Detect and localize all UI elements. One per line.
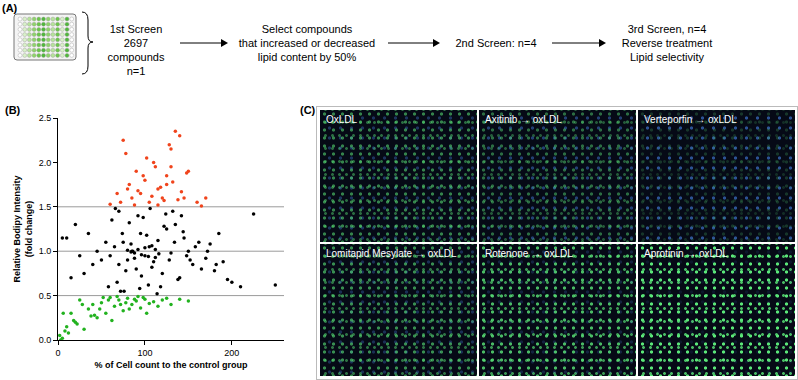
html-text:Select compounds: Select compounds: [261, 23, 353, 35]
html-text:Axitinib → oxLDL: Axitinib → oxLDL: [485, 114, 562, 125]
svg-text:0.0: 0.0: [39, 335, 52, 345]
svg-text:1.5: 1.5: [39, 202, 52, 212]
svg-text:1.0: 1.0: [39, 246, 52, 256]
html-text:that increased or decreased: that increased or decreased: [238, 37, 376, 49]
html-text:(C): (C): [300, 104, 316, 116]
svg-text:2.0: 2.0: [39, 158, 52, 168]
svg-text:200: 200: [224, 348, 239, 358]
svg-text:0.5: 0.5: [39, 291, 52, 301]
svg-text:2.5: 2.5: [39, 113, 52, 123]
html-text:Lomitapid Mesylate → oxLDL: Lomitapid Mesylate → oxLDL: [326, 248, 457, 259]
html-text:lipid content by 50%: lipid content by 50%: [257, 51, 357, 63]
html-text:Aprotinin → oxLDL: Aprotinin → oxLDL: [644, 248, 728, 259]
html-text:2nd Screen: n=4: 2nd Screen: n=4: [455, 37, 537, 49]
html-text:Lipid selectivity: Lipid selectivity: [630, 51, 704, 63]
html-text:2697 compounds: 2697 compounds: [107, 37, 165, 63]
html-text:Verteporfin → oxLDL: Verteporfin → oxLDL: [644, 114, 737, 125]
svg-text:Relative Bodipy Intensity(fold: Relative Bodipy Intensity(fold change): [12, 175, 34, 282]
html-text:Rotenone → oxLDL: Rotenone → oxLDL: [485, 248, 573, 259]
html-text:3rd Screen, n=4: 3rd Screen, n=4: [627, 23, 707, 35]
html-text:n=1: n=1: [126, 65, 146, 77]
svg-text:0: 0: [55, 348, 60, 358]
svg-text:100: 100: [137, 348, 152, 358]
svg-text:% of Cell count to the control: % of Cell count to the control group: [95, 360, 248, 370]
html-text:Reverse treatment: Reverse treatment: [621, 37, 713, 49]
html-text:OxLDL: OxLDL: [326, 114, 358, 125]
html-text:(A): (A): [2, 2, 18, 14]
html-text:(B): (B): [5, 104, 21, 116]
html-text:1st Screen: 1st Screen: [109, 23, 163, 35]
